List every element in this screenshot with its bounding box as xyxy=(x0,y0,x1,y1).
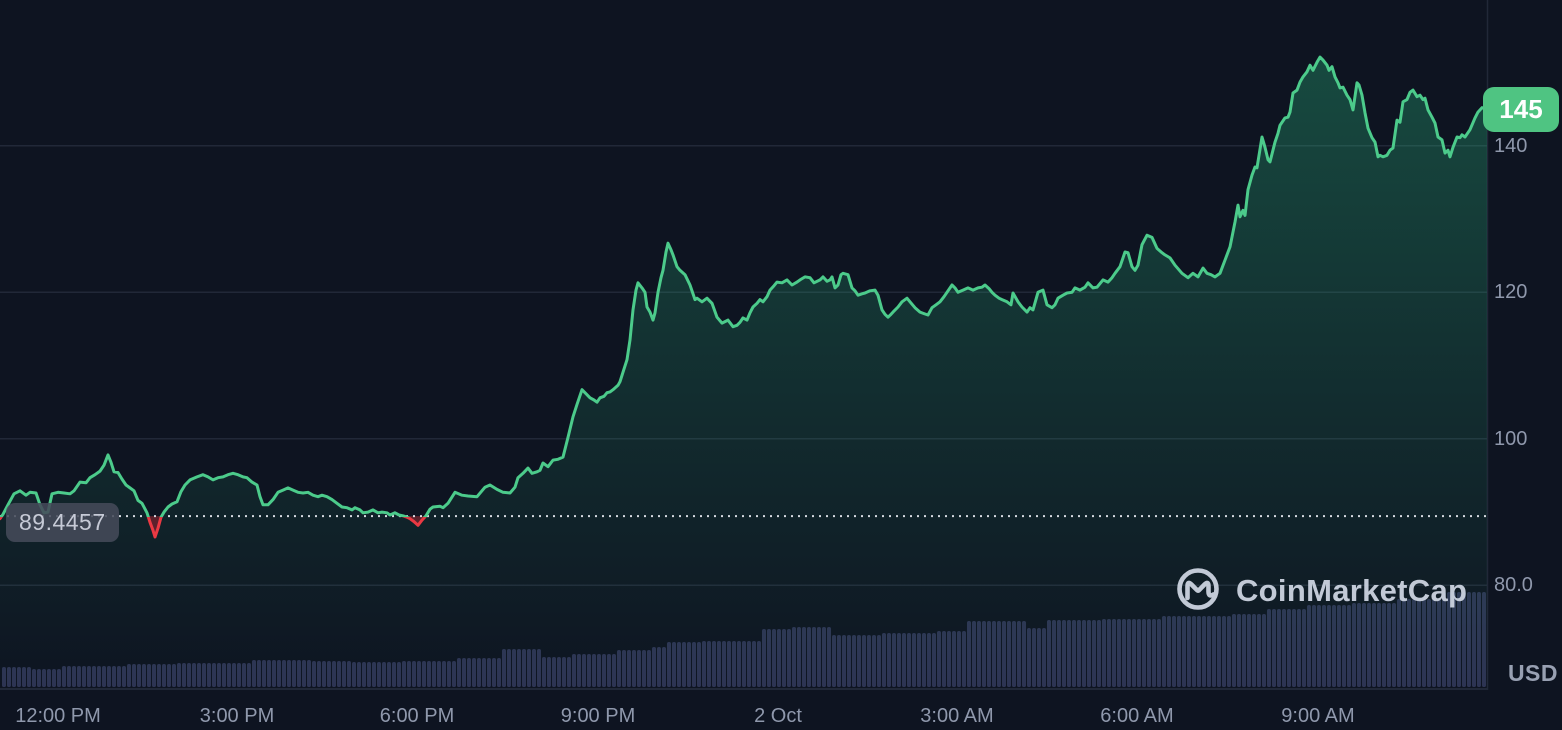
x-axis-tick-label: 2 Oct xyxy=(754,705,802,727)
price-below-reference-fill xyxy=(148,516,162,537)
x-axis-tick-label: 12:00 PM xyxy=(15,705,101,727)
last-price-badge: 145 xyxy=(1483,87,1559,133)
x-axis-tick-label: 9:00 PM xyxy=(560,705,636,727)
coinmarketcap-logo-m-glyph xyxy=(1185,580,1216,601)
price-line xyxy=(0,55,1487,539)
coinmarketcap-watermark-text: CoinMarketCap xyxy=(1236,573,1467,608)
y-axis-unit-label: USD xyxy=(1507,660,1558,686)
x-axis-tick-label: 6:00 PM xyxy=(379,705,455,727)
price-area-gradient xyxy=(0,57,1487,690)
x-axis-tick-label: 6:00 AM xyxy=(1100,705,1174,727)
x-axis-tick-label: 3:00 AM xyxy=(920,705,994,727)
coinmarketcap-logo-icon xyxy=(1177,568,1219,610)
coinmarketcap-watermark: CoinMarketCap xyxy=(1177,568,1467,610)
reference-price-value: 89.4457 xyxy=(19,509,106,536)
y-axis-tick-label: 80.0 xyxy=(1494,574,1533,597)
x-axis-tick-label: 9:00 AM xyxy=(1281,705,1355,727)
reference-price-label: 89.4457 xyxy=(6,503,119,543)
last-price-value: 145 xyxy=(1499,94,1543,125)
x-axis-tick-label: 3:00 PM xyxy=(199,705,275,727)
y-axis-tick-label: 100 xyxy=(1494,427,1528,450)
price-line-up xyxy=(0,55,1487,518)
y-axis-tick-label: 140 xyxy=(1494,134,1528,157)
y-axis-tick-label: 120 xyxy=(1494,281,1528,304)
